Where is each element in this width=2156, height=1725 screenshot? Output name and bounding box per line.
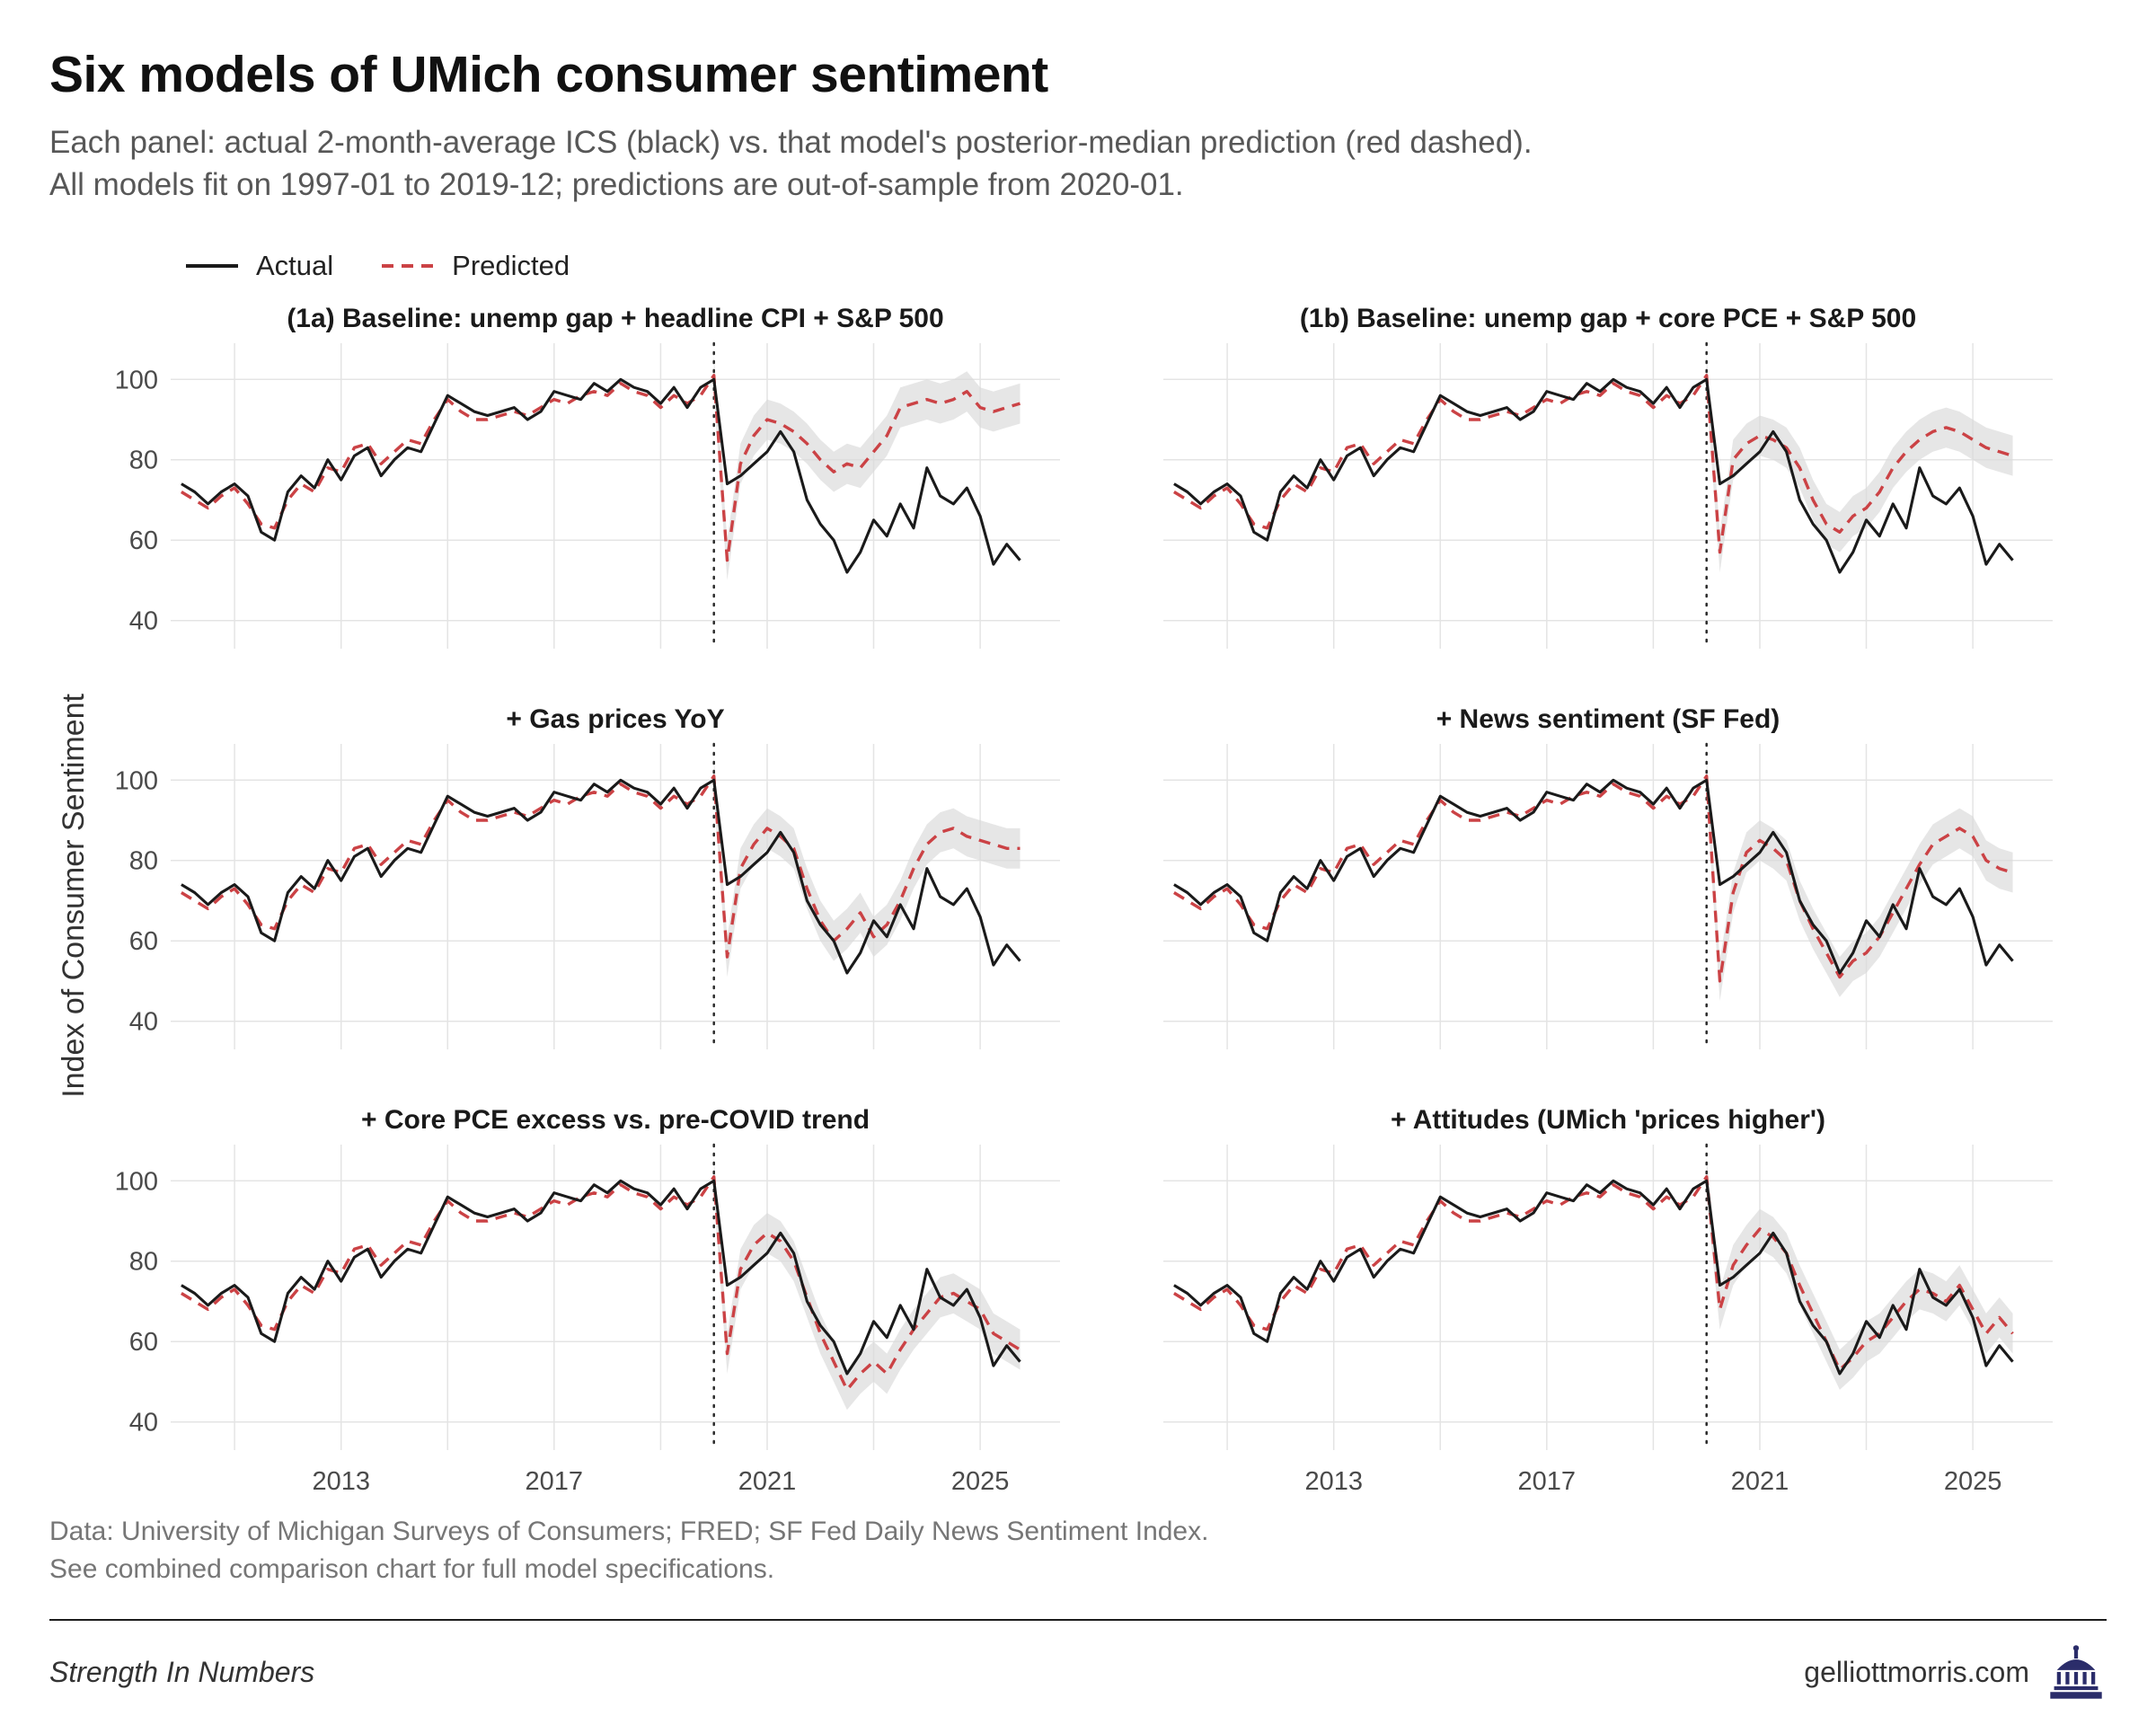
predicted-line-swatch [382, 263, 435, 268]
svg-text:40: 40 [129, 1007, 158, 1036]
svg-text:2017: 2017 [1518, 1467, 1577, 1496]
legend-label-predicted: Predicted [452, 249, 570, 281]
footer-brand: Strength In Numbers [49, 1656, 315, 1689]
caption-line-2: See combined comparison chart for full m… [49, 1553, 775, 1584]
panel-gas-prices: + Gas prices YoY 40 60 80 100 [99, 695, 1074, 1096]
data-source-caption: Data: University of Michigan Surveys of … [49, 1513, 2107, 1588]
panel-attitudes-plot: 2013 2017 2021 2025 [1163, 1143, 2053, 1496]
svg-text:2017: 2017 [526, 1467, 584, 1496]
svg-text:100: 100 [115, 766, 158, 795]
svg-text:80: 80 [129, 1247, 158, 1276]
svg-text:2013: 2013 [312, 1467, 370, 1496]
svg-text:40: 40 [129, 1408, 158, 1437]
panel-1b-plot [1163, 341, 2053, 650]
panel-1a-title: (1a) Baseline: unemp gap + headline CPI … [287, 303, 944, 333]
page-subtitle: Each panel: actual 2-month-average ICS (… [49, 122, 2107, 207]
footer: Strength In Numbers gelliottmorris.com [49, 1618, 2107, 1703]
panel-news-sentiment: + News sentiment (SF Fed) [1091, 695, 2066, 1096]
capitol-logo-shapes [2050, 1644, 2102, 1699]
svg-text:40: 40 [129, 606, 158, 635]
panel-grid: (1a) Baseline: unemp gap + headline CPI … [99, 295, 2066, 1497]
panel-attitudes-title: + Attitudes (UMich 'prices higher') [1390, 1104, 1826, 1135]
y-axis-title: Index of Consumer Sentiment [57, 693, 91, 1098]
panel-news-sentiment-plot [1163, 742, 2053, 1051]
panel-core-pce-plot: 40 60 80 100 2013 2017 2021 2025 [115, 1143, 1060, 1496]
svg-text:60: 60 [129, 927, 158, 956]
capitol-logo-icon [2050, 1644, 2102, 1699]
panel-core-pce-title: + Core PCE excess vs. pre-COVID trend [360, 1104, 870, 1135]
svg-text:80: 80 [129, 846, 158, 875]
svg-text:2021: 2021 [1731, 1467, 1789, 1496]
panel-gas-prices-title: + Gas prices YoY [506, 703, 725, 734]
svg-text:2025: 2025 [1944, 1467, 2002, 1496]
svg-text:80: 80 [129, 446, 158, 474]
svg-text:2013: 2013 [1304, 1467, 1363, 1496]
svg-text:60: 60 [129, 526, 158, 555]
subtitle-line-2: All models fit on 1997-01 to 2019-12; pr… [49, 166, 1184, 202]
svg-text:60: 60 [129, 1328, 158, 1357]
panel-attitudes: + Attitudes (UMich 'prices higher') 2013… [1091, 1096, 2066, 1497]
legend-label-actual: Actual [256, 249, 334, 281]
svg-text:2025: 2025 [951, 1467, 1010, 1496]
panel-1a-plot: 40 60 80 100 [115, 341, 1060, 650]
legend-item-predicted: Predicted [380, 250, 570, 282]
actual-line-swatch [186, 263, 238, 268]
legend-item-actual: Actual [184, 250, 333, 282]
panel-1a: (1a) Baseline: unemp gap + headline CPI … [99, 295, 1074, 695]
caption-line-1: Data: University of Michigan Surveys of … [49, 1516, 1209, 1546]
charts-area: Index of Consumer Sentiment (1a) Baselin… [49, 295, 2107, 1497]
footer-site-url: gelliottmorris.com [1804, 1656, 2029, 1689]
svg-text:100: 100 [115, 366, 158, 394]
subtitle-line-1: Each panel: actual 2-month-average ICS (… [49, 125, 1533, 160]
panel-1b: (1b) Baseline: unemp gap + core PCE + S&… [1091, 295, 2066, 695]
legend: Actual Predicted [184, 250, 2107, 282]
panel-gas-prices-plot: 40 60 80 100 [115, 742, 1060, 1051]
panel-news-sentiment-title: + News sentiment (SF Fed) [1436, 703, 1780, 734]
panel-core-pce: + Core PCE excess vs. pre-COVID trend 40… [99, 1096, 1074, 1497]
page-title: Six models of UMich consumer sentiment [49, 46, 1048, 103]
svg-text:2021: 2021 [738, 1467, 797, 1496]
svg-text:100: 100 [115, 1167, 158, 1196]
panel-1b-title: (1b) Baseline: unemp gap + core PCE + S&… [1299, 303, 1917, 333]
